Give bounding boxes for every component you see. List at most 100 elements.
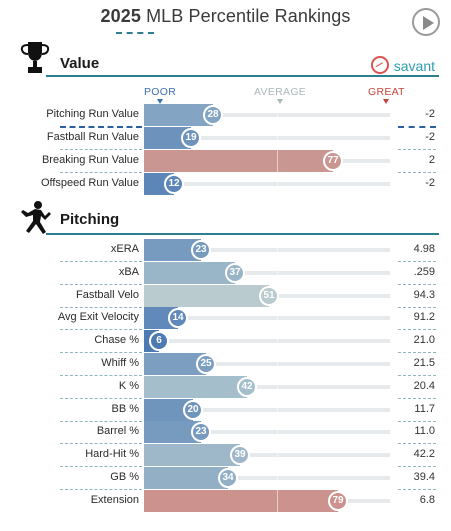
percentile-badge[interactable]: 51 [259,285,279,306]
percentile-badge[interactable]: 77 [323,151,343,171]
row-divider [398,397,436,399]
percentile-bar [144,421,201,444]
value-section-header: Value [0,40,451,77]
percentile-track [144,476,390,480]
percentile-track [144,453,390,458]
percentile-row[interactable]: BB % 20 11.7 [0,398,451,422]
percentile-bar [144,353,206,375]
percentile-row[interactable]: xERA 23 4.98 [0,239,451,262]
metric-value: 4.98 [413,243,435,255]
metric-label: Breaking Run Value [41,154,139,166]
row-divider [60,489,142,490]
title-year: 2025 [100,6,141,26]
metric-label: K % [118,379,139,392]
average-gridline [277,173,278,195]
percentile-row[interactable]: Chase % 6 21.0 [0,330,451,354]
percentile-bar [144,150,333,172]
play-icon[interactable] [412,8,440,36]
percentile-badge[interactable]: 12 [164,174,184,194]
metric-label: xERA [110,243,139,255]
value-section-rule [46,75,439,77]
percentile-track [144,316,390,321]
percentile-badge[interactable]: 39 [230,445,250,466]
percentile-badge[interactable]: 14 [168,308,188,329]
scale-great: GREAT [368,86,405,104]
year-underline [116,32,154,34]
value-section-title: Value [60,55,100,72]
percentile-row[interactable]: GB % 34 39.4 [0,467,451,490]
percentile-row[interactable]: Fastball Run Value 19 -2 [0,127,451,150]
metric-label: Chase % [94,334,139,347]
percentile-track [144,362,390,366]
row-divider [398,149,436,150]
percentile-badge[interactable]: 28 [203,105,223,125]
percentile-row[interactable]: Extension 79 6.8 [0,489,451,512]
percentile-row[interactable]: Hard-Hit % 39 42.2 [0,444,451,468]
percentile-badge[interactable]: 42 [237,376,257,397]
metric-value: 11.7 [414,402,435,415]
percentile-badge[interactable]: 6 [149,331,169,352]
percentile-badge[interactable]: 23 [191,422,211,443]
percentile-badge[interactable]: 20 [183,399,203,420]
pitcher-icon [21,201,51,234]
metric-label: Pitching Run Value [46,108,139,120]
metric-value: -2 [425,108,435,120]
row-divider [60,283,142,285]
percentile-badge[interactable]: 34 [218,468,238,488]
scale-poor: POOR [144,86,176,104]
percentile-badge[interactable]: 25 [196,354,216,374]
row-divider [398,126,436,128]
title-text: MLB Percentile Rankings [140,6,351,26]
percentile-bar [144,104,213,126]
percentile-badge[interactable]: 37 [225,262,245,283]
pitching-section-rule [46,233,439,235]
row-divider [60,261,142,262]
metric-label: Hard-Hit % [85,448,139,461]
metric-label: Whiff % [101,357,139,369]
metric-label: BB % [111,402,139,415]
metric-label: Extension [90,493,139,506]
average-gridline [277,150,278,172]
row-divider [60,443,142,445]
percentile-row[interactable]: Breaking Run Value 77 2 [0,150,451,173]
percentile-track [144,407,390,412]
percentile-bar [144,467,228,489]
row-divider [398,261,436,262]
row-divider [398,489,436,490]
percentile-row[interactable]: Barrel % 23 11.0 [0,421,451,445]
row-divider [60,466,142,468]
metric-value: 42.2 [413,448,435,461]
percentile-row[interactable]: Fastball Velo 51 94.3 [0,284,451,308]
percentile-row[interactable]: Pitching Run Value 28 -2 [0,104,451,128]
metric-label: Offspeed Run Value [40,177,139,189]
metric-value: 21.5 [413,357,435,369]
percentile-row[interactable]: Avg Exit Velocity 14 91.2 [0,307,451,331]
percentile-row[interactable]: Whiff % 25 21.5 [0,353,451,376]
row-divider [398,420,436,422]
metric-value: 6.8 [419,493,435,506]
average-gridline [277,467,278,489]
percentile-badge[interactable]: 19 [181,128,201,148]
metric-label: GB % [110,471,139,483]
metric-value: 21.0 [413,334,435,347]
percentile-row[interactable]: K % 42 20.4 [0,375,451,399]
percentile-track [144,248,390,252]
row-divider [60,420,142,422]
average-gridline [277,444,278,467]
average-gridline [277,239,278,261]
average-gridline [277,353,278,375]
row-divider [60,397,142,399]
percentile-row[interactable]: Offspeed Run Value 12 -2 [0,173,451,195]
savant-logo-icon [371,56,389,74]
percentile-badge[interactable]: 23 [191,240,211,260]
percentile-bar [144,489,338,512]
average-gridline [277,330,278,353]
percentile-badge[interactable]: 79 [328,490,348,511]
row-divider [398,283,436,285]
metric-label: Fastball Velo [76,288,139,301]
row-divider [398,329,436,331]
percentile-row[interactable]: xBA 37 .259 [0,261,451,285]
metric-label: Fastball Run Value [46,131,139,143]
percentile-bar [144,239,201,261]
average-gridline [277,127,278,149]
